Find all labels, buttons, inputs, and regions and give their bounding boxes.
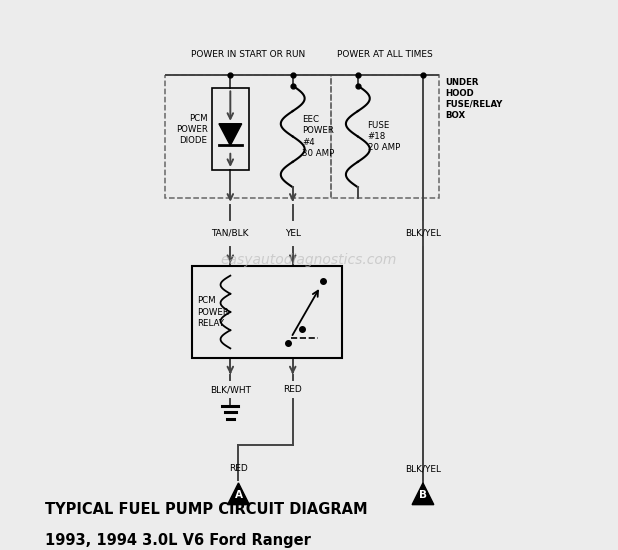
Text: RED: RED bbox=[229, 464, 248, 473]
Text: EEC
POWER
#4
30 AMP: EEC POWER #4 30 AMP bbox=[302, 116, 335, 158]
Text: BLK/YEL: BLK/YEL bbox=[405, 229, 441, 238]
Text: easyautodiagnostics.com: easyautodiagnostics.com bbox=[221, 254, 397, 267]
Text: BLK/YEL: BLK/YEL bbox=[405, 464, 441, 473]
Text: FUSE
#18
20 AMP: FUSE #18 20 AMP bbox=[368, 121, 400, 152]
Bar bbox=[331, 75, 439, 198]
Polygon shape bbox=[219, 124, 242, 145]
Text: POWER IN START OR RUN: POWER IN START OR RUN bbox=[191, 50, 305, 59]
Bar bbox=[192, 266, 342, 358]
Bar bbox=[212, 89, 249, 170]
Bar bbox=[165, 75, 331, 198]
Text: RED: RED bbox=[283, 385, 302, 394]
Text: PCM
POWER
DIODE: PCM POWER DIODE bbox=[176, 113, 208, 145]
Text: BLK/WHT: BLK/WHT bbox=[210, 385, 251, 394]
Text: 1993, 1994 3.0L V6 Ford Ranger: 1993, 1994 3.0L V6 Ford Ranger bbox=[44, 533, 311, 548]
Polygon shape bbox=[227, 483, 249, 505]
Text: YEL: YEL bbox=[285, 229, 301, 238]
Text: TYPICAL FUEL PUMP CIRCUIT DIAGRAM: TYPICAL FUEL PUMP CIRCUIT DIAGRAM bbox=[44, 502, 367, 517]
Text: PCM
POWER
RELAY: PCM POWER RELAY bbox=[197, 296, 229, 328]
Text: UNDER
HOOD
FUSE/RELAY
BOX: UNDER HOOD FUSE/RELAY BOX bbox=[446, 78, 503, 120]
Polygon shape bbox=[412, 483, 434, 505]
Text: TAN/BLK: TAN/BLK bbox=[211, 229, 249, 238]
Text: A: A bbox=[234, 490, 242, 500]
Text: POWER AT ALL TIMES: POWER AT ALL TIMES bbox=[337, 50, 433, 59]
Text: B: B bbox=[419, 490, 427, 500]
